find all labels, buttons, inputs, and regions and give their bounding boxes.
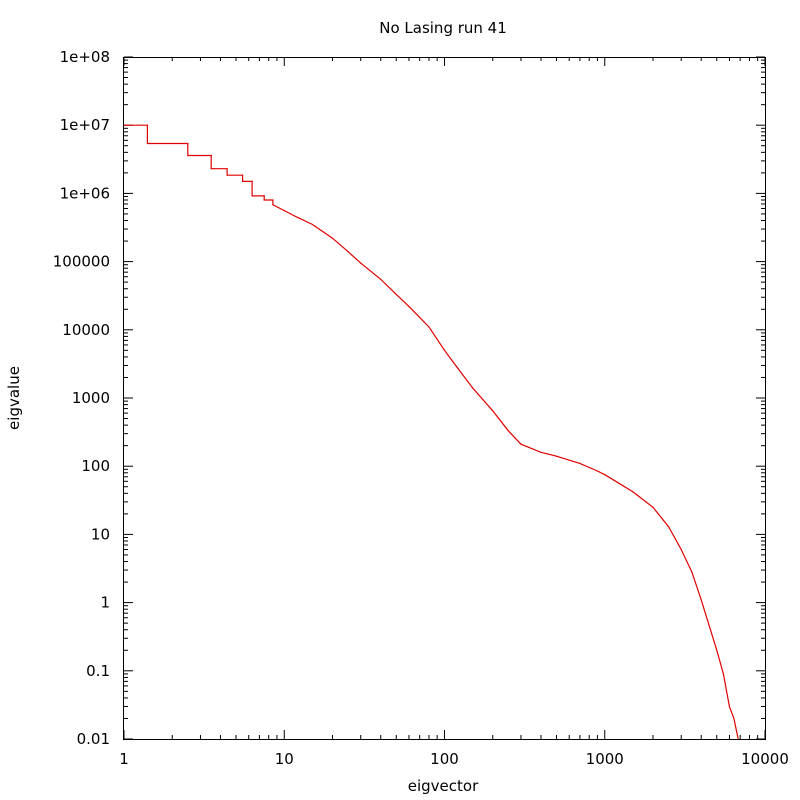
series-point <box>146 142 148 145</box>
series-point <box>722 673 725 675</box>
series-point <box>472 387 474 389</box>
plot-frame <box>123 57 766 740</box>
series-point <box>520 443 522 445</box>
series-point <box>395 293 397 295</box>
series-point <box>187 142 189 145</box>
series-point <box>555 455 558 457</box>
series-point <box>146 124 148 126</box>
y-tick-label: 1000 <box>72 389 110 407</box>
series-point <box>210 168 212 170</box>
y-axis-label: eigvalue <box>5 366 23 430</box>
series-point <box>242 174 244 176</box>
series-point <box>283 210 285 212</box>
series-point <box>596 470 599 472</box>
series-point <box>251 195 253 197</box>
y-tick-label: 0.1 <box>86 662 110 680</box>
series-point <box>226 168 228 170</box>
series-point <box>347 251 349 253</box>
x-tick-label: 1 <box>119 750 129 768</box>
series-point <box>360 262 362 264</box>
y-tick-label: 1 <box>100 594 110 612</box>
series-point <box>691 571 693 573</box>
series-point <box>492 410 494 412</box>
y-tick-label: 0.01 <box>77 730 110 748</box>
series-point <box>380 278 382 280</box>
x-tick-label: 100 <box>430 750 459 768</box>
series-point <box>263 199 265 201</box>
y-tick-label: 100 <box>81 457 110 475</box>
series-point <box>716 649 718 651</box>
series-point <box>700 599 702 601</box>
series-point <box>187 154 189 157</box>
y-tick-label: 10 <box>91 525 110 543</box>
series-point <box>507 430 509 432</box>
series-point <box>579 462 581 464</box>
series-point <box>311 223 314 226</box>
series-point <box>540 451 542 453</box>
tick-labels: 1 10 100 1000 10000 0.01 0.1 1 10 100 1000 10000 100… <box>53 48 789 768</box>
series-point <box>728 705 731 708</box>
series-point <box>272 204 274 206</box>
series-point <box>272 199 274 201</box>
series-point <box>443 349 446 351</box>
chart-title: No Lasing run 41 <box>379 19 507 37</box>
series-point <box>680 548 682 551</box>
x-tick-label: 10 <box>275 750 294 768</box>
series-point <box>242 180 244 182</box>
series-point <box>616 481 619 483</box>
series-point <box>667 526 670 528</box>
series-point <box>456 366 458 369</box>
series-point <box>210 154 212 157</box>
series-point <box>632 491 634 493</box>
y-tick-label: 1e+06 <box>60 184 110 202</box>
series-point <box>708 625 711 627</box>
y-tick-label: 100000 <box>53 253 110 271</box>
x-axis-label: eigvector <box>408 777 479 795</box>
x-tick-label: 1000 <box>586 750 624 768</box>
series-point <box>733 717 735 720</box>
series-point <box>652 506 654 508</box>
x-tick-label: 10000 <box>741 750 789 768</box>
y-tick-label: 1e+08 <box>60 48 110 66</box>
series-point <box>428 326 430 328</box>
series-point <box>331 237 334 239</box>
series-point <box>296 216 298 218</box>
series-point <box>226 174 228 176</box>
y-tick-label: 1e+07 <box>60 116 110 134</box>
series-point <box>408 305 410 307</box>
series-point <box>251 180 253 182</box>
series-point <box>604 474 606 476</box>
series-point <box>263 195 265 197</box>
y-tick-label: 10000 <box>62 321 110 339</box>
